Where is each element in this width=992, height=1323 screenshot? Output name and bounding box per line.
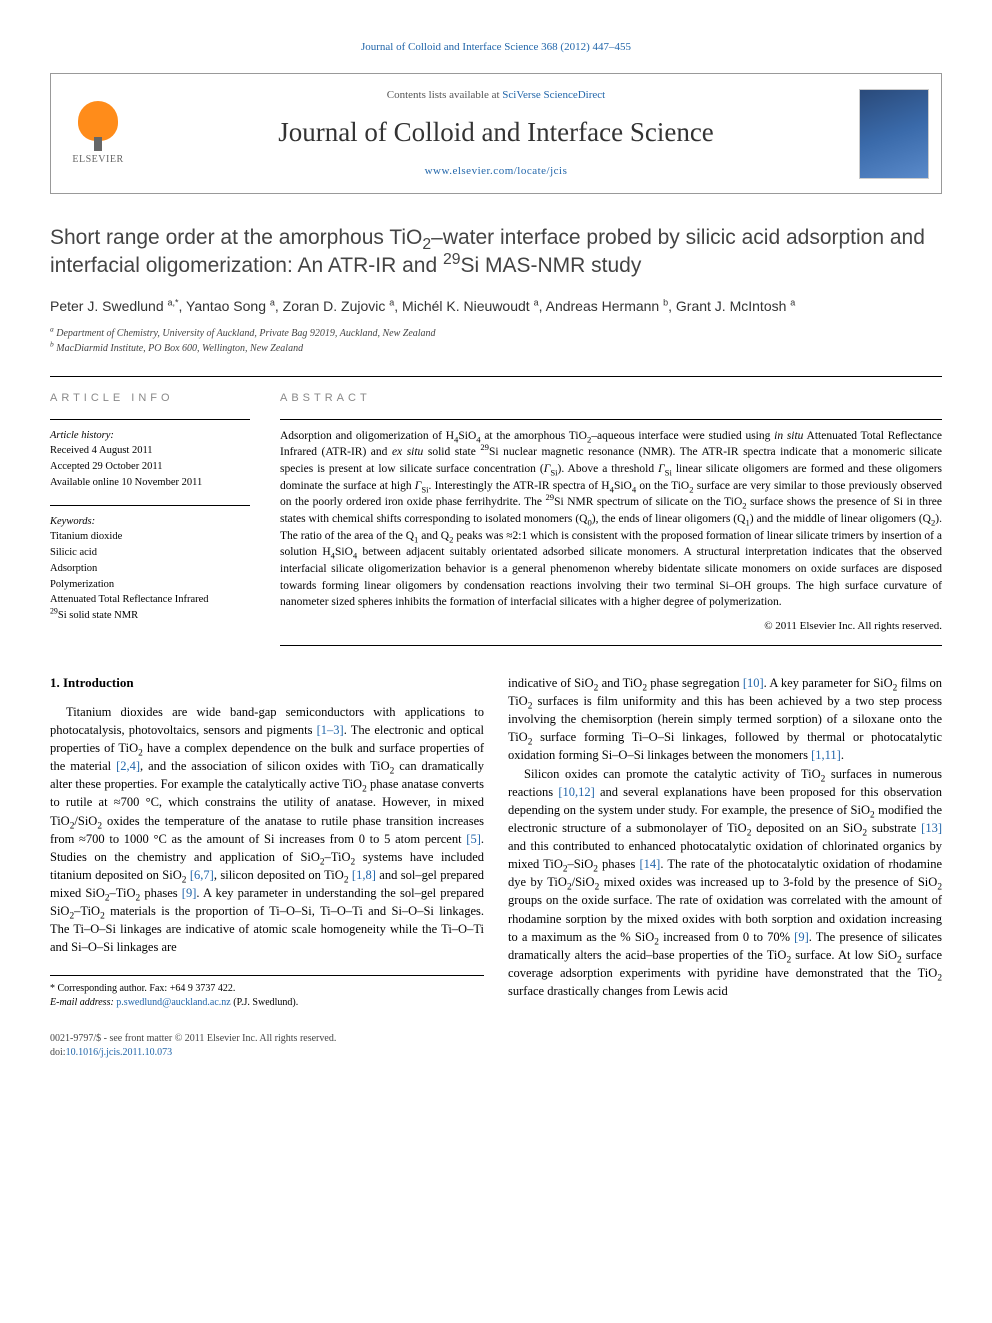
history-received: Received 4 August 2011 (50, 443, 250, 459)
keyword: Attenuated Total Reflectance Infrared (50, 592, 250, 608)
keyword: Adsorption (50, 561, 250, 577)
contents-line: Contents lists available at SciVerse Sci… (161, 88, 831, 103)
journal-title: Journal of Colloid and Interface Science (161, 114, 831, 152)
body-right-column: indicative of SiO2 and TiO2 phase segreg… (508, 674, 942, 1010)
section-1-heading: 1. Introduction (50, 674, 484, 693)
journal-homepage-link[interactable]: www.elsevier.com/locate/jcis (161, 164, 831, 179)
sciencedirect-link[interactable]: SciVerse ScienceDirect (502, 89, 605, 101)
affiliation-a: a Department of Chemistry, University of… (50, 326, 942, 341)
author-list: Peter J. Swedlund a,*, Yantao Song a, Zo… (50, 297, 942, 317)
elsevier-logo: ELSEVIER (63, 99, 133, 169)
body-two-column: 1. Introduction Titanium dioxides are wi… (50, 674, 942, 1010)
history-online: Available online 10 November 2011 (50, 475, 250, 491)
history-accepted: Accepted 29 October 2011 (50, 459, 250, 475)
footer-left: 0021-9797/$ - see front matter © 2011 El… (50, 1032, 336, 1060)
author-email[interactable]: p.swedlund@auckland.ac.nz (116, 997, 230, 1008)
elsevier-wordmark: ELSEVIER (72, 153, 123, 167)
body-left-column: 1. Introduction Titanium dioxides are wi… (50, 674, 484, 1010)
footnotes: * Corresponding author. Fax: +64 9 3737 … (50, 975, 484, 1010)
intro-paragraph-1-cont: indicative of SiO2 and TiO2 phase segreg… (508, 674, 942, 765)
corresponding-author: * Corresponding author. Fax: +64 9 3737 … (50, 982, 484, 996)
journal-citation[interactable]: Journal of Colloid and Interface Science… (50, 40, 942, 55)
affiliation-b: b MacDiarmid Institute, PO Box 600, Well… (50, 341, 942, 356)
abstract-heading: abstract (280, 391, 942, 406)
keyword: Polymerization (50, 577, 250, 593)
history-label: Article history: (50, 428, 250, 444)
keyword: Titanium dioxide (50, 529, 250, 545)
journal-cover-thumbnail (859, 89, 929, 179)
article-title: Short range order at the amorphous TiO2–… (50, 224, 942, 281)
abstract-column: abstract Adsorption and oligomerization … (280, 391, 942, 646)
affiliations: a Department of Chemistry, University of… (50, 326, 942, 356)
email-line: E-mail address: p.swedlund@auckland.ac.n… (50, 996, 484, 1010)
page-footer: 0021-9797/$ - see front matter © 2011 El… (50, 1032, 942, 1060)
article-info-heading: article info (50, 391, 250, 406)
doi-link[interactable]: 10.1016/j.jcis.2011.10.073 (66, 1047, 173, 1058)
keyword: Silicic acid (50, 545, 250, 561)
intro-paragraph-1: Titanium dioxides are wide band-gap semi… (50, 703, 484, 957)
intro-paragraph-2: Silicon oxides can promote the catalytic… (508, 765, 942, 1001)
article-history: Article history: Received 4 August 2011 … (50, 419, 250, 491)
contents-prefix: Contents lists available at (387, 89, 502, 101)
abstract-copyright: © 2011 Elsevier Inc. All rights reserved… (280, 619, 942, 635)
journal-header: ELSEVIER Contents lists available at Sci… (50, 73, 942, 194)
doi-line: doi:10.1016/j.jcis.2011.10.073 (50, 1046, 336, 1060)
keywords: Keywords: Titanium dioxide Silicic acid … (50, 505, 250, 624)
article-info-column: article info Article history: Received 4… (50, 391, 250, 646)
keywords-label: Keywords: (50, 514, 250, 530)
keyword: 29Si solid state NMR (50, 608, 250, 624)
elsevier-tree-icon (78, 101, 118, 141)
abstract-text: Adsorption and oligomerization of H4SiO4… (280, 419, 942, 646)
copyright-line: 0021-9797/$ - see front matter © 2011 El… (50, 1032, 336, 1046)
